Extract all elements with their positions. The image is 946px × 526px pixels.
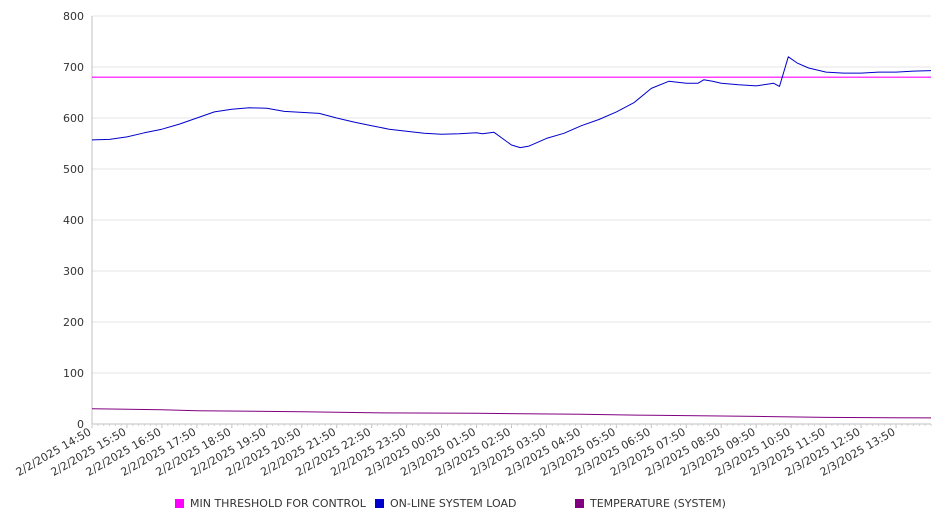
series-line-on-line-system-load: [91, 56, 932, 149]
legend-label-temperature: TEMPERATURE (SYSTEM): [590, 497, 726, 510]
y-tick-label: 400: [63, 214, 84, 227]
y-tick-label: 800: [63, 10, 84, 23]
legend-label-online-system-load: ON-LINE SYSTEM LOAD: [390, 497, 517, 510]
legend-swatch-min-threshold: [175, 499, 184, 508]
legend-swatch-temperature: [575, 499, 584, 508]
legend-item-online-system-load[interactable]: ON-LINE SYSTEM LOAD: [375, 497, 516, 510]
y-tick-label: 600: [63, 112, 84, 125]
y-tick-label: 500: [63, 163, 84, 176]
y-tick-label: 0: [77, 418, 84, 431]
x-axis-tick-labels: 2/2/2025 14:502/2/2025 15:502/2/2025 16:…: [14, 425, 898, 479]
legend-item-min-threshold[interactable]: MIN THRESHOLD FOR CONTROL: [175, 497, 366, 510]
legend-item-temperature[interactable]: TEMPERATURE (SYSTEM): [575, 497, 726, 510]
legend-swatch-online-system-load: [375, 499, 384, 508]
y-tick-label: 200: [63, 316, 84, 329]
series-lines: [91, 56, 932, 419]
y-tick-label: 300: [63, 265, 84, 278]
y-tick-label: 700: [63, 61, 84, 74]
grid: [92, 15, 931, 374]
series-line-temperature-system: [91, 408, 932, 419]
legend: MIN THRESHOLD FOR CONTROL ON-LINE SYSTEM…: [0, 497, 946, 515]
legend-label-min-threshold: MIN THRESHOLD FOR CONTROL: [190, 497, 366, 510]
axes: [91, 16, 932, 428]
y-tick-label: 100: [63, 367, 84, 380]
y-axis-tick-labels: 0 100 200 300 400 500 600 700 800: [63, 10, 84, 431]
